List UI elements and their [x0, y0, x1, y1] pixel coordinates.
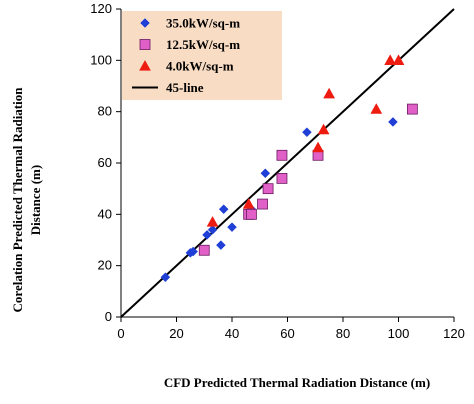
- data-point-35-0kw-sq-m: [202, 230, 212, 240]
- y-tick-label: 120: [90, 1, 112, 16]
- data-point-35-0kw-sq-m: [188, 246, 199, 257]
- data-point-12-5kw-sq-m: [257, 198, 268, 210]
- data-points: [160, 54, 418, 283]
- data-point-4-0kw-sq-m: [317, 123, 330, 135]
- data-point-4-0kw-sq-m: [312, 141, 324, 153]
- data-point-35-0kw-sq-m: [302, 127, 312, 138]
- y-tick-label: 80: [98, 104, 112, 119]
- x-tick-label: 60: [280, 326, 294, 341]
- data-point-35-0kw-sq-m: [388, 117, 398, 127]
- y-tick-label: 60: [98, 155, 112, 170]
- y-tick-label: 20: [98, 258, 112, 273]
- data-point-12-5kw-sq-m: [276, 149, 288, 161]
- data-point-12-5kw-sq-m: [406, 103, 418, 115]
- data-point-35-0kw-sq-m: [216, 240, 226, 250]
- legend: 35.0kW/sq-m 12.5kW/sq-m 4.0kW/sq-m 45-line: [122, 11, 282, 100]
- x-tick-label: 20: [169, 326, 183, 341]
- y-axis-title-line-1: Corelation Predicted Thermal Radiation: [10, 87, 25, 313]
- legend-label: 45-line: [166, 80, 204, 95]
- data-point-12-5kw-sq-m: [246, 208, 257, 220]
- data-point-35-0kw-sq-m: [227, 222, 237, 233]
- x-tick-label: 100: [388, 326, 410, 341]
- data-point-4-0kw-sq-m: [323, 87, 336, 99]
- legend-label: 12.5kW/sq-m: [166, 37, 240, 52]
- legend-label: 4.0kW/sq-m: [166, 59, 234, 74]
- data-point-4-0kw-sq-m: [206, 216, 219, 227]
- data-point-12-5kw-sq-m: [276, 172, 288, 184]
- legend-swatch: [139, 39, 151, 50]
- legend-swatch: [140, 18, 150, 28]
- data-point-35-0kw-sq-m: [260, 168, 271, 179]
- data-point-4-0kw-sq-m: [370, 103, 383, 114]
- y-tick-labels: 0 20 40 60 80 100 120: [90, 1, 121, 324]
- y-axis-title-line-2: Distance (m): [28, 165, 43, 235]
- y-tick-label: 100: [90, 52, 112, 67]
- y-tick-label: 0: [105, 309, 112, 324]
- y-tick-label: 40: [98, 206, 112, 221]
- data-point-12-5kw-sq-m: [262, 183, 274, 195]
- x-tick-label: 80: [336, 326, 350, 341]
- data-point-35-0kw-sq-m: [160, 272, 171, 283]
- x-tick-labels: 0 20 40 60 80 100 120: [117, 317, 465, 341]
- legend-swatch: [139, 59, 151, 71]
- x-tick-label: 0: [117, 326, 124, 341]
- data-point-4-0kw-sq-m: [242, 198, 255, 209]
- x-axis-title: CFD Predicted Thermal Radiation Distance…: [164, 375, 430, 390]
- data-point-4-0kw-sq-m: [384, 54, 397, 65]
- x-tick-label: 40: [225, 326, 239, 341]
- legend-label: 35.0kW/sq-m: [166, 16, 240, 31]
- data-point-35-0kw-sq-m: [218, 204, 229, 215]
- data-point-35-0kw-sq-m: [207, 224, 218, 235]
- data-point-12-5kw-sq-m: [198, 244, 210, 256]
- data-point-4-0kw-sq-m: [392, 54, 405, 65]
- legend-box: [122, 11, 282, 100]
- x-tick-label: 120: [443, 326, 465, 341]
